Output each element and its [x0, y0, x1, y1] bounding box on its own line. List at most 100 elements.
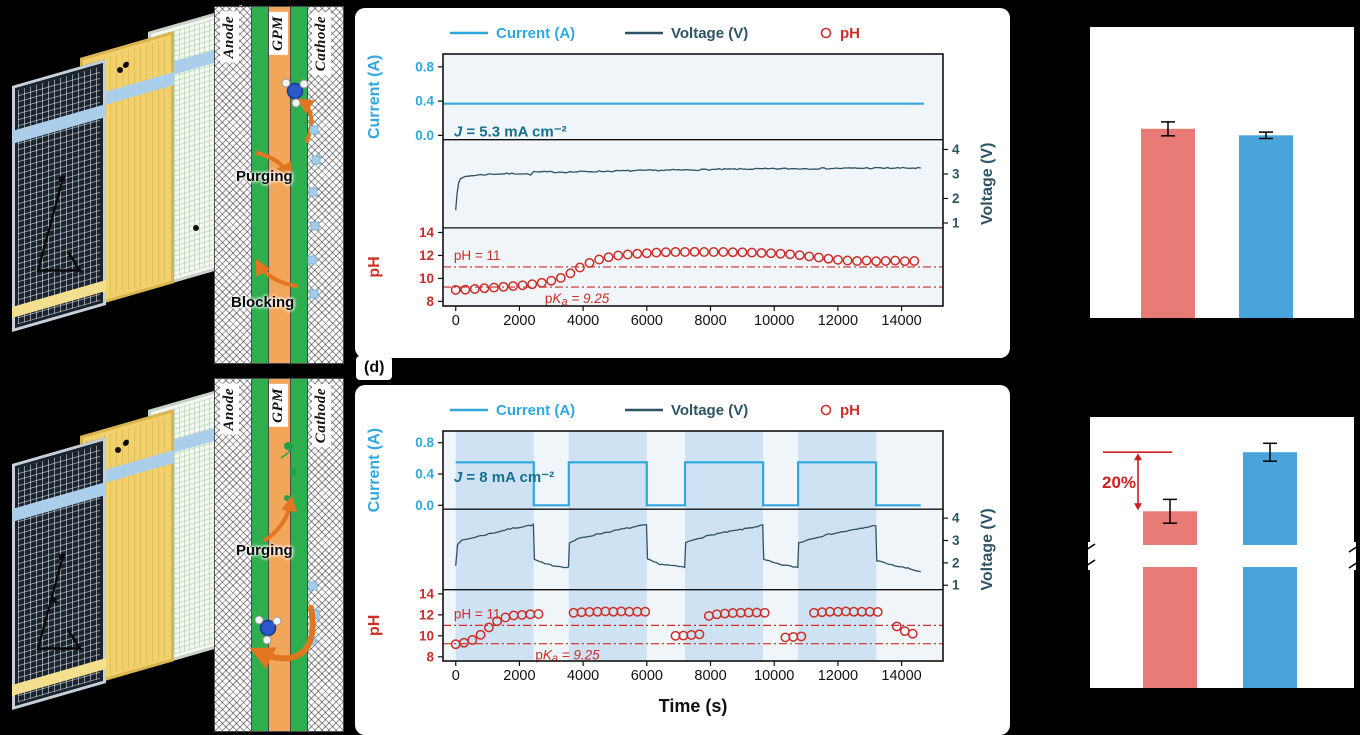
- difference-label: 20%: [1102, 473, 1136, 492]
- ph-point: [460, 284, 471, 295]
- ph-point: [536, 277, 547, 288]
- ph-point: [641, 248, 652, 259]
- ph-point: [907, 628, 918, 639]
- ph-point: [508, 281, 519, 292]
- ph-point: [727, 247, 738, 258]
- ph-point: [469, 284, 480, 294]
- cell-schematic-bottom: Anode GPM Cathode: [0, 368, 350, 735]
- pulsed-current-chart: J = 8 mA cm⁻² 0.0 0.4 0.8 Current (A) 4 3 2 1 Vol…: [366, 402, 996, 716]
- current-line: [455, 461, 921, 507]
- current-on-band: [568, 431, 647, 661]
- ph-point: [555, 272, 566, 283]
- ph-point: [479, 283, 490, 294]
- red-bar: [1143, 511, 1197, 688]
- voltage-line: [455, 166, 921, 211]
- ph-point: [759, 607, 770, 618]
- y-tick-label: 14: [419, 225, 435, 240]
- ph-point: [517, 280, 528, 291]
- ph-reference-label: pH = 11: [454, 606, 501, 621]
- axis-break-mark: [1348, 546, 1356, 553]
- y-tick-label: 4: [952, 142, 960, 157]
- x-tick-label: 2000: [503, 668, 535, 684]
- current-density-annotation: J = 8 mA cm⁻²: [454, 469, 554, 486]
- current-density-annotation: J = 5.3 mA cm⁻²: [454, 123, 567, 140]
- ph-point: [594, 254, 605, 265]
- ph-point: [756, 247, 767, 258]
- legend-marker-circle: [820, 27, 832, 39]
- voltage-line: [455, 523, 921, 573]
- ph-point: [574, 262, 585, 273]
- ph-point: [467, 635, 478, 645]
- ph-point: [527, 279, 538, 290]
- ph-point: [694, 629, 705, 640]
- ph-reference-label: pH = 11: [454, 248, 501, 263]
- blocking-label: Blocking: [231, 294, 295, 311]
- x-tick-label: 0: [452, 668, 460, 684]
- x-tick-label: 10000: [754, 313, 794, 329]
- x-tick-label: 14000: [881, 668, 921, 684]
- ph-point: [680, 247, 690, 257]
- y-tick-label: 0.8: [415, 435, 434, 450]
- ph-point: [796, 631, 807, 642]
- x-tick-label: 4000: [567, 313, 599, 329]
- x-tick-label: 6000: [631, 668, 663, 684]
- axis-label-current: Current (A): [366, 428, 383, 512]
- legend-label: Voltage (V): [671, 25, 748, 42]
- ph-point: [689, 246, 700, 257]
- ph-point: [498, 281, 509, 292]
- bar-chart-bottom: 20%: [1088, 415, 1356, 690]
- mesh-electrode-plate: [12, 59, 106, 333]
- ph-point: [475, 629, 486, 640]
- y-tick-label: 1: [952, 578, 960, 593]
- blue-bar: [1243, 452, 1297, 688]
- ph-reference-label: pKa = 9.25: [545, 291, 610, 308]
- y-tick-label: 0.8: [415, 59, 434, 74]
- y-tick-label: 3: [952, 533, 960, 548]
- ph-point: [546, 275, 557, 286]
- axis-label-ph: pH: [366, 615, 383, 636]
- ph-point: [823, 253, 834, 264]
- ph-point: [660, 247, 671, 258]
- electrode-wire: [36, 553, 83, 650]
- ph-point: [699, 247, 710, 257]
- cell-schematic-top: Anode GPM Cathode: [0, 0, 350, 370]
- y-tick-label: 12: [419, 607, 434, 622]
- anode-label: Anode: [220, 384, 239, 435]
- ph-point: [872, 606, 883, 617]
- ph-point: [718, 247, 729, 257]
- legend-label: Current (A): [496, 402, 575, 419]
- ph-point: [640, 606, 651, 617]
- panel-label-d: (d): [356, 356, 393, 380]
- axis-label-voltage: Voltage (V): [979, 143, 996, 225]
- bar-chart-top: [1088, 25, 1356, 320]
- anode-label: Anode: [220, 12, 239, 63]
- y-tick-label: 0.0: [415, 498, 434, 513]
- axis-break-mark: [1088, 559, 1096, 566]
- ph-point: [804, 251, 815, 262]
- legend-label: pH: [840, 25, 860, 42]
- legend-label: pH: [840, 402, 860, 419]
- ph-point: [766, 248, 776, 259]
- ph-point: [584, 257, 595, 268]
- ph-point: [852, 256, 862, 266]
- ph-point: [871, 256, 882, 267]
- y-tick-label: 0.0: [415, 128, 434, 143]
- bar-chart-top-panel: [1088, 25, 1356, 320]
- ph-point: [832, 254, 843, 265]
- ph-point: [651, 247, 662, 258]
- pulsed-current-chart-panel: J = 8 mA cm⁻² 0.0 0.4 0.8 Current (A) 4 3 2 1 Vol…: [355, 385, 1010, 735]
- gpm-label: GPM: [269, 384, 288, 427]
- electrode-wire: [36, 175, 83, 272]
- axis-label-voltage: Voltage (V): [979, 508, 996, 590]
- plot-frame: [442, 53, 944, 307]
- ph-point: [899, 256, 910, 267]
- y-tick-label: 0.4: [415, 467, 434, 482]
- ph-point: [603, 252, 614, 263]
- y-tick-label: 0.4: [415, 94, 434, 109]
- ph-point: [861, 255, 872, 266]
- constant-current-chart-panel: J = 5.3 mA cm⁻² 0.0 0.4 0.8 Current (A) 4 3 2 1 V…: [355, 8, 1010, 358]
- ph-point: [775, 248, 786, 259]
- ph-point: [909, 256, 920, 266]
- y-tick-label: 4: [952, 511, 960, 526]
- ph-point: [565, 268, 576, 279]
